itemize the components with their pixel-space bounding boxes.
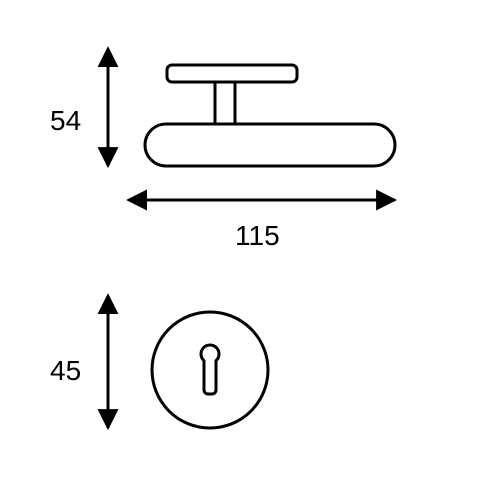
keyhole-icon <box>201 345 219 394</box>
door-handle-side-view <box>145 65 395 166</box>
key-rosette <box>152 312 268 428</box>
label-height: 54 <box>50 105 81 136</box>
handle-lever <box>145 124 395 166</box>
handle-stem <box>215 82 235 124</box>
label-width: 115 <box>235 220 280 251</box>
mounting-plate <box>167 65 297 82</box>
technical-drawing: 54 115 45 <box>0 0 500 500</box>
label-diameter: 45 <box>50 355 81 386</box>
rosette-outline <box>152 312 268 428</box>
